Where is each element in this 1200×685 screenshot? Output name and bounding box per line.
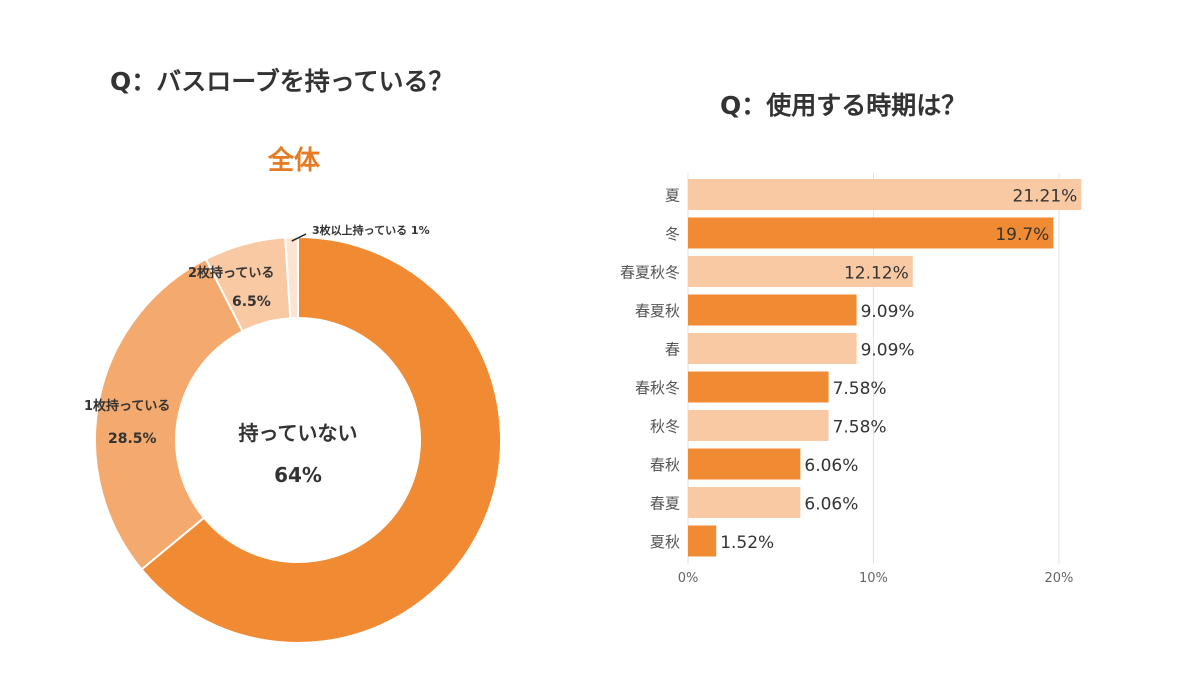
bar-7 (688, 410, 829, 441)
slice-label-4: 3枚以上持っている 1% (312, 223, 430, 237)
bar-5 (688, 333, 857, 364)
donut-slice-4 (284, 235, 299, 320)
value-label-6: 7.58% (833, 379, 887, 399)
value-label-2: 19.7% (995, 225, 1049, 245)
value-label-3: 12.12% (844, 264, 909, 284)
value-label-5: 9.09% (861, 341, 915, 361)
bar-1 (688, 179, 1082, 210)
bar-chart-title: Q：使用する時期は？ (720, 91, 967, 120)
category-label-9: 春夏 (650, 495, 680, 513)
bar-9 (688, 487, 801, 518)
category-label-2: 冬 (665, 225, 680, 243)
x-tick-label-1: 10% (859, 571, 888, 586)
donut-slice-2 (94, 257, 244, 571)
value-label-1: 21.21% (1013, 187, 1078, 207)
donut-chart-subtitle: 全体 (268, 146, 321, 176)
slice-label-2: 1枚持っている (84, 398, 170, 414)
slice-label-3: 2枚持っている (188, 265, 274, 281)
donut-chart-title: Q：バスローブを持っている？ (110, 67, 454, 96)
x-tick-label-2: 20% (1044, 571, 1073, 586)
slice-value-2: 28.5% (108, 431, 157, 447)
value-label-4: 9.09% (861, 302, 915, 322)
bar-3 (688, 256, 913, 287)
bar-10 (688, 525, 717, 557)
category-label-7: 秋冬 (650, 418, 680, 436)
bar-8 (688, 448, 801, 480)
value-label-9: 6.06% (804, 495, 858, 515)
value-label-8: 6.06% (804, 456, 858, 476)
donut-chart: 持っていない 64% 1枚持っている 28.5% 2枚持っている 6.5% 3枚以上持ってい… (84, 223, 502, 644)
category-label-8: 春秋 (650, 456, 680, 474)
slice-value-3: 6.5% (232, 294, 271, 310)
category-label-10: 夏秋 (650, 533, 680, 551)
category-label-4: 春夏秋 (635, 302, 680, 320)
category-label-3: 春夏秋冬 (620, 264, 680, 282)
donut-slice-1 (140, 235, 502, 644)
bar-2 (688, 217, 1054, 249)
category-label-5: 春 (665, 341, 680, 359)
donut-center-label: 持っていない (239, 421, 358, 445)
value-label-7: 7.58% (833, 418, 887, 438)
x-tick-label-0: 0% (678, 571, 699, 586)
value-label-10: 1.52% (720, 533, 774, 553)
bar-4 (688, 294, 857, 326)
category-label-1: 夏 (665, 187, 680, 205)
category-label-6: 春秋冬 (635, 379, 680, 397)
slice-leader-line-4 (291, 233, 307, 242)
donut-center-value: 64% (274, 463, 322, 487)
bar-6 (688, 371, 829, 403)
